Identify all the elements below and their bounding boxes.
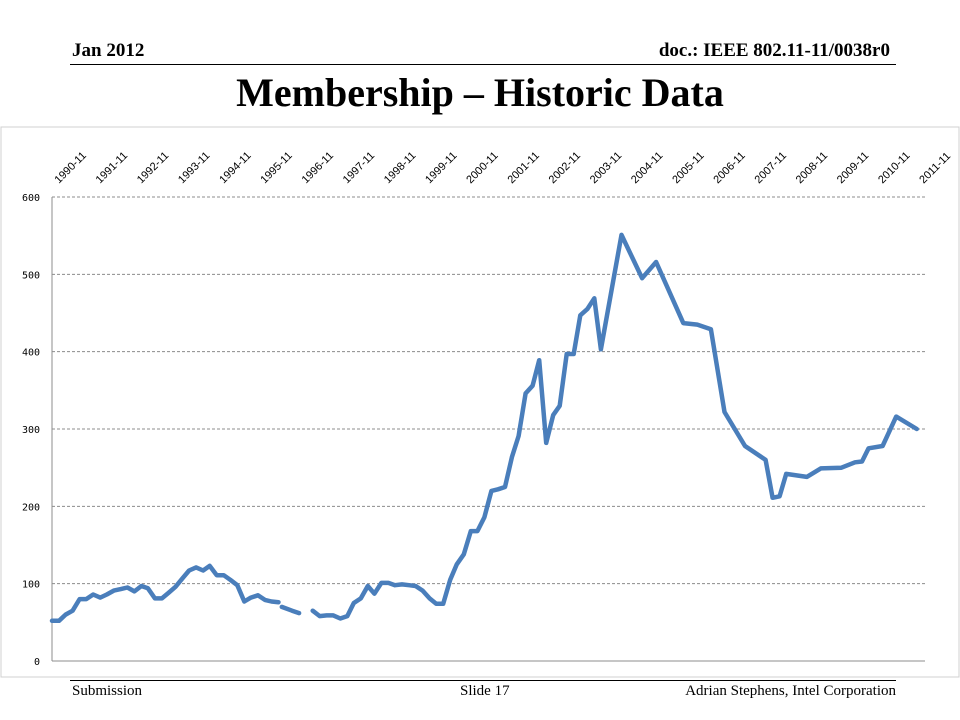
x-tick-label-2006-11: 2006-11: [711, 150, 747, 186]
membership-series: [49, 232, 920, 624]
chart-frame: [0, 126, 960, 678]
gridlines: [52, 196, 925, 585]
x-tick-label-1994-11: 1994-11: [217, 150, 253, 186]
header-divider: [70, 64, 896, 65]
footer-slide-number: Slide 17: [460, 683, 510, 699]
x-tick-label-1998-11: 1998-11: [382, 150, 418, 186]
y-tick-label-300: 300: [22, 425, 40, 436]
footer-author: Adrian Stephens, Intel Corporation: [685, 683, 896, 699]
axes: [51, 197, 925, 662]
x-tick-label-2009-11: 2009-11: [835, 150, 871, 186]
x-tick-label-2007-11: 2007-11: [753, 150, 789, 186]
y-tick-label-500: 500: [22, 270, 40, 281]
x-tick-label-1997-11: 1997-11: [341, 150, 377, 186]
x-tick-labels: 1990-11 1991-11 1992-11 1993-11 1994-11 1995-…: [53, 150, 954, 186]
x-tick-label-1999-11: 1999-11: [423, 150, 459, 186]
header-doc-id: doc.: IEEE 802.11-11/0038r0: [658, 40, 890, 61]
y-tick-label-0: 0: [34, 657, 40, 668]
membership-chart: 0 100 200 300 400 500 600 1990-11 1991-11 1992-1…: [0, 126, 960, 679]
series-line-segment-3: [310, 232, 920, 621]
x-tick-label-2002-11: 2002-11: [547, 150, 583, 186]
footer-submission: Submission: [72, 683, 143, 699]
x-tick-label-2008-11: 2008-11: [794, 150, 830, 186]
x-tick-label-2003-11: 2003-11: [588, 150, 624, 186]
x-tick-label-2000-11: 2000-11: [464, 150, 500, 186]
y-tick-label-400: 400: [22, 348, 40, 359]
x-tick-label-2005-11: 2005-11: [670, 150, 706, 186]
series-line-segment-2: [279, 604, 302, 616]
x-tick-label-2010-11: 2010-11: [876, 150, 912, 186]
y-tick-label-100: 100: [22, 580, 40, 591]
x-tick-label-2004-11: 2004-11: [629, 150, 665, 186]
series-line-segment-1: [49, 563, 281, 624]
y-tick-labels: 0 100 200 300 400 500 600: [22, 193, 40, 668]
x-tick-label-1995-11: 1995-11: [258, 150, 294, 186]
footer-divider: [70, 680, 896, 681]
slide-title: Membership – Historic Data: [236, 70, 724, 115]
y-tick-label-200: 200: [22, 502, 40, 513]
chart-svg: 0 100 200 300 400 500 600 1990-11 1991-11 1992-1…: [0, 126, 960, 678]
x-tick-label-1996-11: 1996-11: [300, 150, 336, 186]
x-tick-label-1993-11: 1993-11: [176, 150, 212, 186]
x-tick-label-2011-11: 2011-11: [917, 150, 953, 186]
x-tick-label-1992-11: 1992-11: [135, 150, 171, 186]
x-tick-label-2001-11: 2001-11: [505, 150, 541, 186]
x-tick-label-1990-11: 1990-11: [53, 150, 89, 186]
y-tick-label-600: 600: [22, 193, 40, 204]
header-date: Jan 2012: [72, 40, 145, 61]
x-tick-label-1991-11: 1991-11: [94, 150, 130, 186]
